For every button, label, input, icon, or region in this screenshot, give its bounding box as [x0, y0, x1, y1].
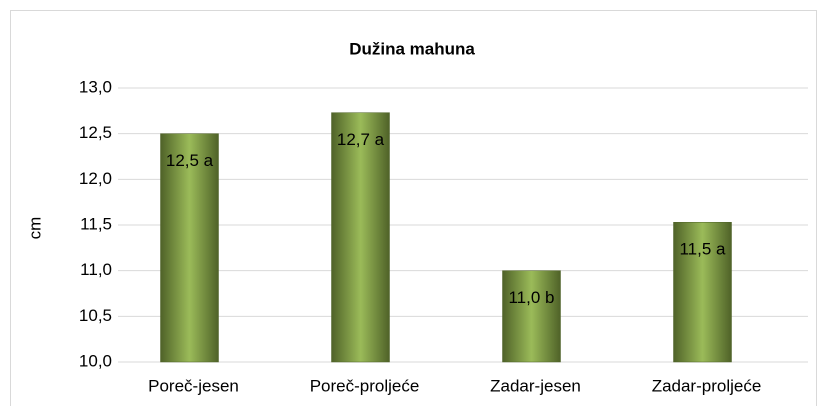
y-tick-label: 12,5	[79, 123, 112, 142]
y-tick-label: 12,0	[79, 169, 112, 188]
chart-title: Dužina mahuna	[349, 39, 475, 58]
y-tick-label: 11,0	[80, 260, 112, 279]
bar	[331, 112, 390, 363]
y-axis-label: cm	[25, 217, 44, 240]
bar	[502, 270, 561, 363]
data-label: 11,0 b	[508, 288, 554, 307]
x-tick-label: Poreč-proljeće	[310, 376, 420, 395]
data-label: 12,5 a	[166, 151, 214, 170]
bar	[160, 133, 219, 363]
y-tick-label: 10,0	[79, 351, 112, 370]
y-tick-label: 10,5	[79, 306, 112, 325]
y-tick-label: 11,5	[80, 214, 112, 233]
y-tick-label: 13,0	[79, 77, 112, 96]
x-tick-label: Zadar-jesen	[490, 376, 581, 395]
data-label: 12,7 a	[337, 130, 385, 149]
bar	[673, 222, 732, 363]
x-tick-label: Poreč-jesen	[148, 376, 239, 395]
x-tick-label: Zadar-proljeće	[652, 376, 762, 395]
data-label: 11,5 a	[679, 240, 726, 259]
